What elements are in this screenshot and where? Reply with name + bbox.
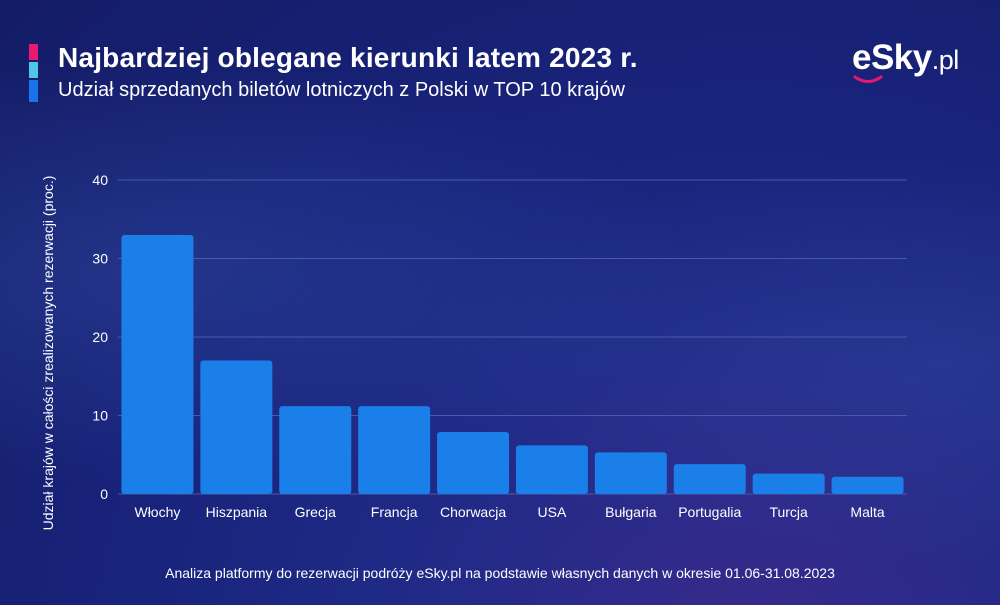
x-tick-label: Grecja <box>295 504 336 520</box>
y-tick-label: 0 <box>100 486 108 502</box>
x-tick-label: Włochy <box>134 504 180 520</box>
bar <box>515 445 588 494</box>
x-tick-label: Chorwacja <box>440 504 506 520</box>
x-tick-label: USA <box>538 504 567 520</box>
bar <box>831 476 904 494</box>
y-tick-label: 10 <box>92 408 108 424</box>
accent-bar-pink <box>29 44 38 60</box>
logo-main-text: eSky <box>852 38 932 77</box>
bar <box>121 234 194 494</box>
y-axis-label: Udział krajów w całości zrealizowanych r… <box>40 175 56 531</box>
y-tick-label: 40 <box>92 172 108 188</box>
y-tick-label: 20 <box>92 329 108 345</box>
bar <box>752 473 825 494</box>
chart-title: Najbardziej oblegane kierunki latem 2023… <box>58 42 638 73</box>
bar <box>594 452 667 494</box>
footnote: Analiza platformy do rezerwacji podróży … <box>165 565 835 581</box>
chart-subtitle: Udział sprzedanych biletów lotniczych z … <box>58 79 625 101</box>
bar <box>437 431 510 494</box>
bar <box>358 406 431 494</box>
accent-bar-cyan <box>29 62 38 78</box>
bar <box>279 406 352 494</box>
accent-bar-blue <box>29 80 38 102</box>
x-tick-label: Malta <box>850 504 884 520</box>
x-tick-label: Portugalia <box>678 504 741 520</box>
x-tick-label: Francja <box>371 504 418 520</box>
bar <box>673 464 746 494</box>
logo-swoosh-icon <box>853 75 883 83</box>
x-tick-label: Hiszpania <box>206 504 268 520</box>
x-tick-label: Bułgaria <box>605 504 657 520</box>
y-tick-label: 30 <box>92 251 108 267</box>
bar <box>200 360 273 494</box>
esky-logo: eSky.pl <box>852 38 959 78</box>
logo-tld-text: .pl <box>931 45 960 75</box>
x-tick-label: Turcja <box>769 504 808 520</box>
